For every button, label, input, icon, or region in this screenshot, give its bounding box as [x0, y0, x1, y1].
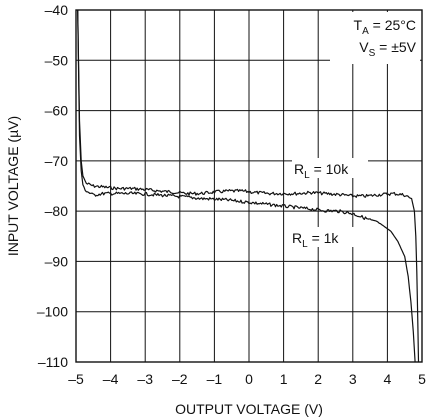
series-label-1k-rest: = 1k — [308, 230, 340, 246]
series-label-10k-main: R — [294, 161, 304, 177]
x-tick-label: 1 — [280, 371, 288, 387]
conditions-box — [330, 12, 420, 64]
y-tick-label: –60 — [45, 103, 69, 119]
series-label-1k: RL = 1k — [292, 230, 339, 250]
x-axis-title: OUTPUT VOLTAGE (V) — [175, 401, 323, 417]
series-label-1k-main: R — [292, 230, 302, 246]
x-tick-label: 2 — [314, 371, 322, 387]
condition-vs: VS = ±5V — [359, 39, 416, 59]
x-tick-label: 4 — [384, 371, 392, 387]
condition-ta: TA = 25°C — [354, 17, 416, 37]
series-label-bg-10k — [292, 158, 368, 178]
x-tick-label: –5 — [68, 371, 84, 387]
series-label-bg-1k — [290, 227, 354, 247]
y-tick-label: –90 — [45, 253, 69, 269]
plot-frame — [75, 9, 423, 363]
x-tick-label: 5 — [418, 371, 426, 387]
y-tick-label: –100 — [37, 304, 68, 320]
series-label-10k-rest: = 10k — [310, 161, 350, 177]
series-line-rl-1k — [77, 9, 416, 363]
condition-ta-main: T — [354, 17, 363, 33]
y-tick-label: –70 — [45, 153, 69, 169]
y-tick-label: –40 — [45, 2, 69, 18]
y-tick-label: –50 — [45, 52, 69, 68]
series-label-1k-sub: L — [302, 239, 308, 250]
y-axis-title: INPUT VOLTAGE (µV) — [5, 116, 21, 256]
series-line-rl-10k — [77, 9, 420, 363]
condition-ta-rest: = 25°C — [369, 17, 416, 33]
x-tick-label: –3 — [137, 371, 153, 387]
condition-vs-rest: = ±5V — [375, 39, 416, 55]
x-tick-label: 0 — [245, 371, 253, 387]
condition-vs-sub: S — [369, 48, 376, 59]
y-tick-label: –110 — [38, 354, 68, 370]
series-group — [77, 9, 420, 363]
condition-vs-main: V — [359, 39, 369, 55]
y-tick-label: –80 — [45, 203, 69, 219]
x-tick-label: –2 — [172, 371, 188, 387]
series-label-10k-sub: L — [304, 170, 310, 181]
x-tick-label: –4 — [103, 371, 119, 387]
tick-labels: –5 –4 –3 –2 –1 0 1 2 3 4 5 –40 –50 –60 –70 –80 –90 –100 –1… — [37, 2, 426, 387]
x-tick-label: –1 — [207, 371, 223, 387]
condition-ta-sub: A — [362, 26, 369, 37]
grid-lines — [76, 10, 422, 362]
series-label-10k: RL = 10k — [294, 161, 349, 181]
x-tick-label: 3 — [349, 371, 357, 387]
